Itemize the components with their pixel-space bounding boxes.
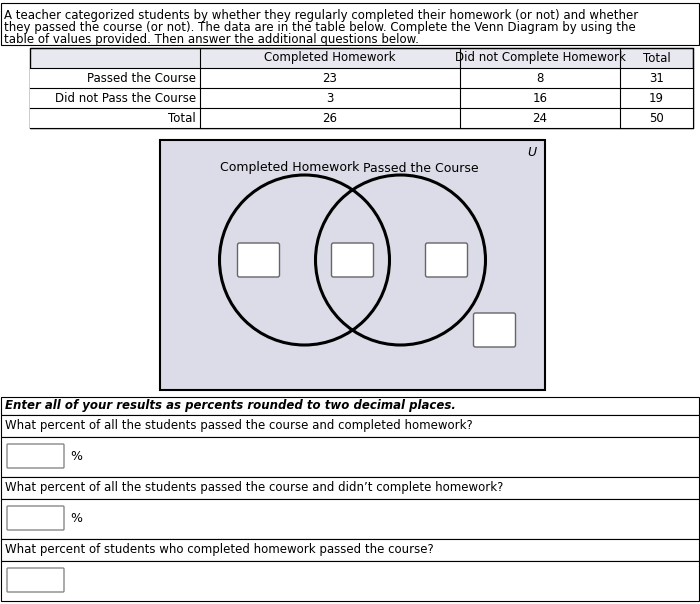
Text: 50: 50 <box>649 112 664 124</box>
Text: Enter all of your results as percents rounded to two decimal places.: Enter all of your results as percents ro… <box>5 399 456 413</box>
Bar <box>1 561 699 601</box>
FancyBboxPatch shape <box>7 506 64 530</box>
Text: table of values provided. Then answer the additional questions below.: table of values provided. Then answer th… <box>4 33 419 46</box>
Text: 8: 8 <box>536 71 544 85</box>
Text: 31: 31 <box>649 71 664 85</box>
Bar <box>1 3 699 45</box>
Text: Total: Total <box>168 112 196 124</box>
Text: %: % <box>70 449 82 463</box>
Text: What percent of all the students passed the course and didn’t complete homework?: What percent of all the students passed … <box>5 481 503 495</box>
FancyBboxPatch shape <box>160 140 545 390</box>
FancyBboxPatch shape <box>7 568 64 592</box>
Bar <box>30 88 693 108</box>
Bar <box>1 437 699 477</box>
Text: Did not Complete Homework: Did not Complete Homework <box>454 51 625 65</box>
Text: %: % <box>70 512 82 524</box>
Bar <box>1 499 699 539</box>
Bar <box>1 539 699 561</box>
Bar <box>30 48 693 128</box>
Text: 24: 24 <box>533 112 547 124</box>
Text: A teacher categorized students by whether they regularly completed their homewor: A teacher categorized students by whethe… <box>4 9 638 22</box>
FancyBboxPatch shape <box>426 243 468 277</box>
FancyBboxPatch shape <box>7 444 64 468</box>
Text: Completed Homework: Completed Homework <box>265 51 396 65</box>
Text: 16: 16 <box>533 91 547 104</box>
FancyBboxPatch shape <box>332 243 374 277</box>
FancyBboxPatch shape <box>237 243 279 277</box>
Text: Completed Homework: Completed Homework <box>220 161 359 175</box>
Bar <box>1 415 699 437</box>
Bar <box>30 68 693 88</box>
Text: 23: 23 <box>323 71 337 85</box>
Text: 19: 19 <box>649 91 664 104</box>
FancyBboxPatch shape <box>473 313 515 347</box>
Text: Passed the Course: Passed the Course <box>363 161 478 175</box>
Text: What percent of students who completed homework passed the course?: What percent of students who completed h… <box>5 544 434 556</box>
Text: What percent of all the students passed the course and completed homework?: What percent of all the students passed … <box>5 420 472 432</box>
Text: 26: 26 <box>323 112 337 124</box>
Text: Total: Total <box>643 51 671 65</box>
Text: Did not Pass the Course: Did not Pass the Course <box>55 91 196 104</box>
Text: 3: 3 <box>326 91 334 104</box>
Text: U: U <box>527 147 537 159</box>
Bar <box>30 108 693 128</box>
Bar <box>1 477 699 499</box>
Text: Passed the Course: Passed the Course <box>87 71 196 85</box>
Text: they passed the course (or not). The data are in the table below. Complete the V: they passed the course (or not). The dat… <box>4 21 636 34</box>
Bar <box>1 397 699 415</box>
